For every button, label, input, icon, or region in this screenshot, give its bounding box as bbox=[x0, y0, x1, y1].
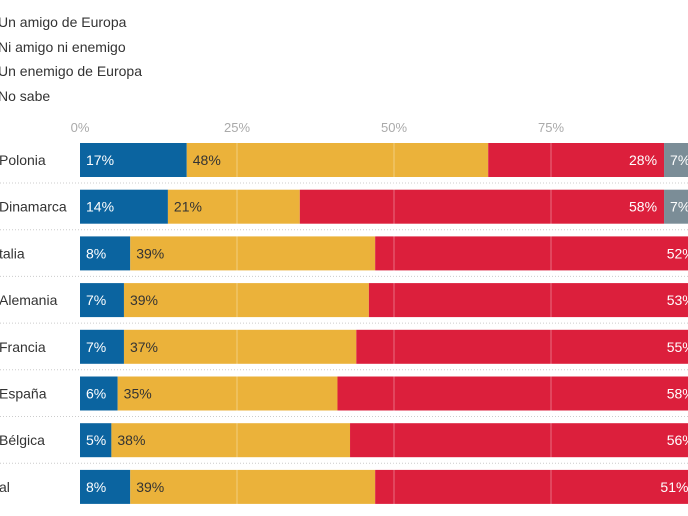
legend-item: Un amigo de Europa bbox=[0, 14, 127, 30]
bar-segment bbox=[664, 143, 688, 177]
bar-segment bbox=[80, 189, 168, 224]
data-label: 52% bbox=[667, 245, 688, 261]
data-label: 7% bbox=[670, 152, 688, 168]
data-label: 55% bbox=[667, 339, 688, 355]
x-tick-label: 50% bbox=[381, 120, 407, 135]
legend: Un amigo de Europa Ni amigo ni enemigo U… bbox=[0, 10, 142, 108]
x-tick-label: 0% bbox=[71, 120, 90, 135]
data-label: 17% bbox=[86, 152, 114, 168]
bar-segment bbox=[356, 329, 688, 364]
data-label: 7% bbox=[86, 339, 106, 355]
data-label: 39% bbox=[136, 245, 164, 261]
legend-item: No sabe bbox=[0, 87, 51, 104]
bar-segment bbox=[117, 376, 338, 411]
bar-segment bbox=[167, 189, 300, 224]
data-label: 7% bbox=[86, 292, 106, 308]
bar-segment bbox=[80, 143, 187, 177]
category-label: talia bbox=[0, 245, 25, 261]
bar-segment bbox=[130, 469, 376, 504]
bar-segment bbox=[350, 423, 688, 458]
data-label: 38% bbox=[117, 432, 145, 448]
bar-segment bbox=[186, 143, 489, 177]
bar-segment bbox=[80, 376, 118, 411]
data-label: 48% bbox=[193, 152, 221, 168]
x-tick-label: 25% bbox=[224, 120, 250, 135]
data-label: 7% bbox=[670, 199, 688, 215]
bar-segment bbox=[123, 283, 369, 318]
data-label: 58% bbox=[667, 386, 688, 402]
data-label: 37% bbox=[130, 339, 158, 355]
data-label: 35% bbox=[124, 386, 152, 402]
data-label: 39% bbox=[130, 292, 158, 308]
category-label: Polonia bbox=[0, 152, 46, 168]
data-label: 56% bbox=[667, 432, 688, 448]
data-label: 14% bbox=[86, 199, 114, 215]
bar-segment bbox=[337, 376, 688, 411]
bar-segment bbox=[375, 469, 688, 504]
data-label: 21% bbox=[174, 199, 202, 215]
data-label: 8% bbox=[86, 479, 106, 495]
bar-segment bbox=[368, 283, 688, 318]
legend-item: Un enemigo de Europa bbox=[0, 63, 142, 79]
data-label: 8% bbox=[86, 245, 106, 261]
category-label: Bélgica bbox=[0, 432, 45, 448]
bar-segment bbox=[488, 143, 665, 177]
data-label: 51% bbox=[660, 479, 688, 495]
data-label: 28% bbox=[629, 152, 657, 168]
bar-segment bbox=[111, 423, 351, 458]
category-label: España bbox=[0, 386, 47, 402]
data-label: 39% bbox=[136, 479, 164, 495]
data-label: 53% bbox=[667, 292, 688, 308]
bar-segment bbox=[80, 423, 112, 458]
x-tick-label: 75% bbox=[538, 120, 564, 135]
category-label: Francia bbox=[0, 339, 46, 355]
bar-segment bbox=[664, 189, 688, 224]
bar-segment bbox=[80, 236, 131, 271]
bar-segment bbox=[80, 469, 131, 504]
data-label: 6% bbox=[86, 386, 106, 402]
data-label: 58% bbox=[629, 199, 657, 215]
bar-segment bbox=[130, 236, 376, 271]
data-label: 5% bbox=[86, 432, 106, 448]
legend-item: Ni amigo ni enemigo bbox=[0, 38, 126, 55]
bar-segment bbox=[299, 189, 665, 224]
category-label: Dinamarca bbox=[0, 199, 67, 215]
category-label: Alemania bbox=[0, 292, 58, 308]
bar-segment bbox=[80, 283, 124, 318]
bar-segment bbox=[123, 329, 357, 364]
category-label: al bbox=[0, 479, 10, 495]
bar-segment bbox=[80, 329, 124, 364]
bar-segment bbox=[375, 236, 688, 271]
